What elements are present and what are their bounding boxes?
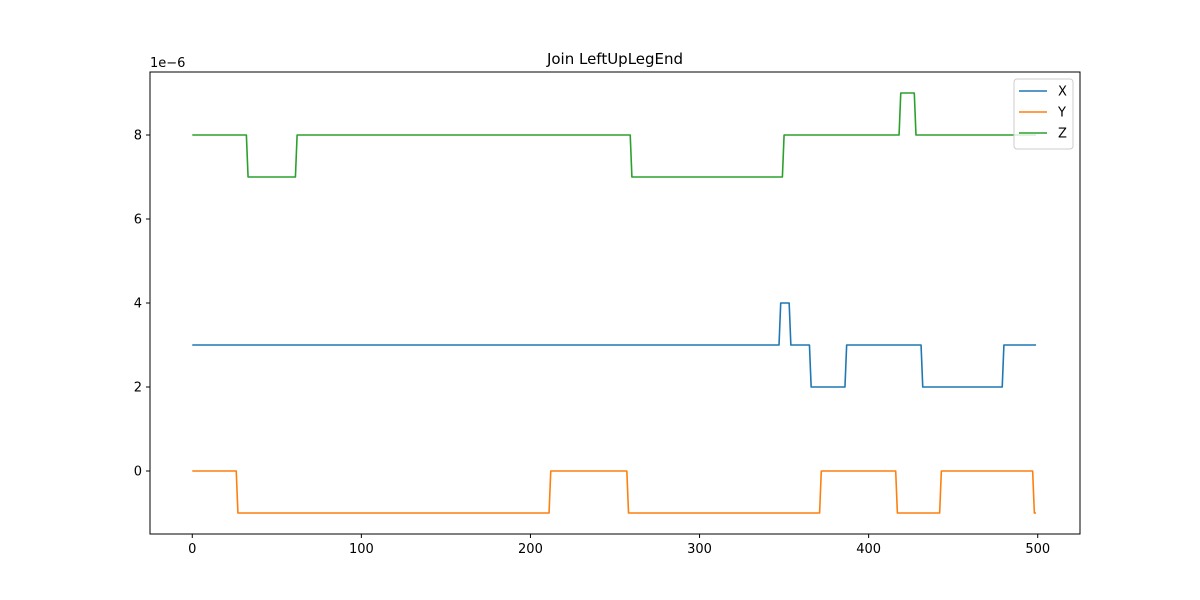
- x-tick-label: 300: [687, 542, 712, 557]
- legend-box: [1013, 78, 1074, 150]
- y-tick-label: 6: [134, 213, 142, 228]
- series-line-z: [192, 92, 1037, 178]
- x-tick-label: 400: [856, 542, 881, 557]
- y-tick-label: 4: [134, 297, 142, 312]
- x-tick-label: 0: [188, 542, 196, 557]
- chart-title: Join LeftUpLegEnd: [546, 50, 683, 68]
- legend-label-z: Z: [1058, 127, 1067, 142]
- series-line-y: [192, 470, 1037, 514]
- y-offset-text: 1e−6: [150, 56, 185, 71]
- x-tick-label: 500: [1025, 542, 1050, 557]
- legend-label-y: Y: [1057, 106, 1066, 121]
- x-axis: 0 100 200 300 400 500: [188, 534, 1050, 557]
- x-tick-label: 100: [349, 542, 374, 557]
- series-line-x: [192, 302, 1037, 388]
- y-tick-label: 8: [134, 129, 142, 144]
- y-axis: 0 2 4 6 8: [134, 129, 150, 480]
- y-tick-label: 2: [134, 381, 142, 396]
- axes-frame: [149, 71, 1081, 535]
- x-tick-label: 200: [518, 542, 543, 557]
- plot-area: [149, 71, 1081, 535]
- legend: XYZ: [1013, 78, 1074, 150]
- legend-label-x: X: [1058, 85, 1067, 100]
- y-tick-label: 0: [134, 465, 142, 480]
